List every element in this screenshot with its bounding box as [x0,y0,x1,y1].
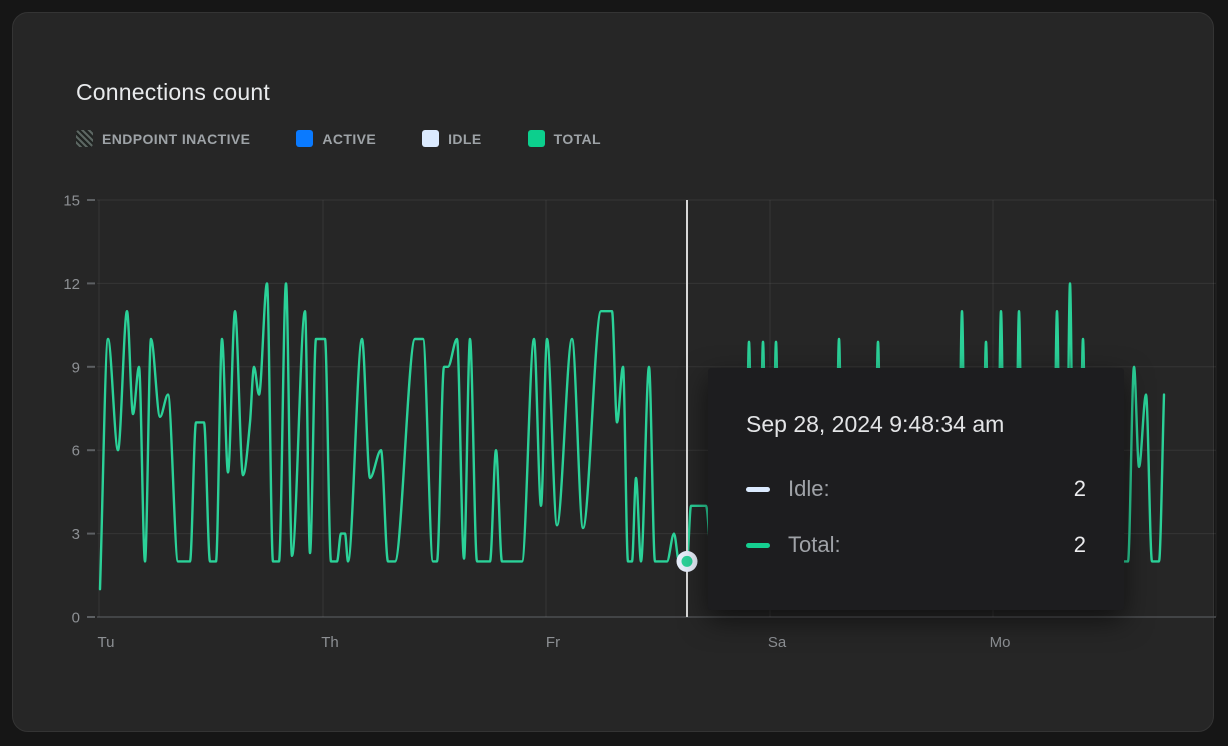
chart-legend: ENDPOINT INACTIVE ACTIVE IDLE TOTAL [76,130,601,147]
selected-point-dot [681,555,693,567]
y-axis-label: 6 [72,443,80,460]
y-axis-label: 9 [72,359,80,376]
idle-dash-icon [746,486,770,492]
x-axis-label: Th [321,634,339,651]
x-axis-label: Mo [990,634,1011,651]
tooltip-value-idle: 2 [1073,476,1086,501]
idle-swatch-icon [422,130,440,147]
x-axis-label: Tu [98,634,115,651]
legend-label: IDLE [448,130,482,147]
legend-label: ENDPOINT INACTIVE [102,130,251,147]
total-swatch-icon [527,130,545,147]
legend-label: ACTIVE [322,130,377,147]
chart-title: Connections count [76,79,270,105]
y-axis-label: 3 [72,526,80,543]
legend-item-active[interactable]: ACTIVE [296,130,376,147]
tooltip-timestamp: Sep 28, 2024 9:48:34 am [746,411,1005,437]
total-dash-icon [746,542,770,548]
legend-item-idle[interactable]: IDLE [422,130,482,147]
chart-tooltip: Sep 28, 2024 9:48:34 am Idle: 2 Total: 2 [708,368,1124,610]
tooltip-value-total: 2 [1073,532,1086,557]
y-axis-label: 15 [63,193,80,210]
legend-label: TOTAL [553,130,601,147]
tooltip-label-idle: Idle: [788,476,830,501]
legend-item-endpoint-inactive[interactable]: ENDPOINT INACTIVE [76,130,250,147]
x-axis-label: Fr [546,634,560,651]
x-axis-label: Sa [768,634,787,651]
tooltip-row-total: Total: 2 [746,532,1086,558]
endpoint-inactive-swatch-icon [76,130,93,147]
y-axis-label: 12 [63,276,80,293]
y-axis-label: 0 [72,610,80,627]
tooltip-label-total: Total: [788,532,841,557]
tooltip-row-idle: Idle: 2 [746,476,1086,502]
active-swatch-icon [296,130,314,147]
legend-item-total[interactable]: TOTAL [527,130,601,147]
